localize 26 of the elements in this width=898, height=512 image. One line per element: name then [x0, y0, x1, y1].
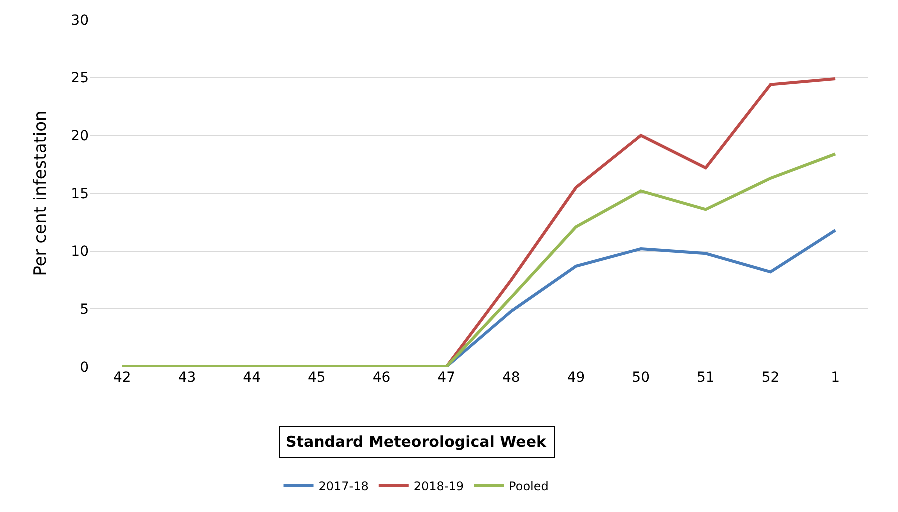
y-tick-label: 30	[71, 12, 89, 29]
x-tick-label: 45	[308, 370, 326, 386]
x-tick-label: 46	[372, 370, 391, 386]
y-axis-title: Per cent infestation	[31, 110, 51, 276]
x-tick-label: 43	[178, 370, 196, 386]
y-tick-label: 0	[80, 360, 89, 376]
x-tick-label: 1	[831, 370, 840, 386]
x-tick-label: 48	[502, 370, 520, 386]
y-tick-label: 15	[71, 186, 89, 202]
line-series	[445, 77, 838, 367]
x-tick-label: 52	[762, 370, 780, 386]
y-tick-label: 5	[80, 302, 89, 318]
y-tick-label: 10	[71, 244, 89, 260]
x-tick-label: 49	[567, 370, 586, 386]
x-tick-label: 47	[438, 370, 456, 386]
x-axis-title: Standard Meteorological Week	[286, 433, 548, 451]
line-series	[120, 152, 838, 367]
x-tick-label: 42	[114, 370, 132, 386]
legend-label: 2018-19	[414, 479, 464, 494]
x-tick-label: 44	[243, 370, 262, 386]
legend-label: Pooled	[509, 479, 549, 494]
legend-label: 2017-18	[318, 479, 369, 494]
y-tick-label: 25	[71, 70, 89, 87]
x-tick-label: 50	[632, 370, 650, 386]
y-tick-label: 20	[71, 128, 89, 145]
x-tick-label: 51	[697, 370, 715, 386]
